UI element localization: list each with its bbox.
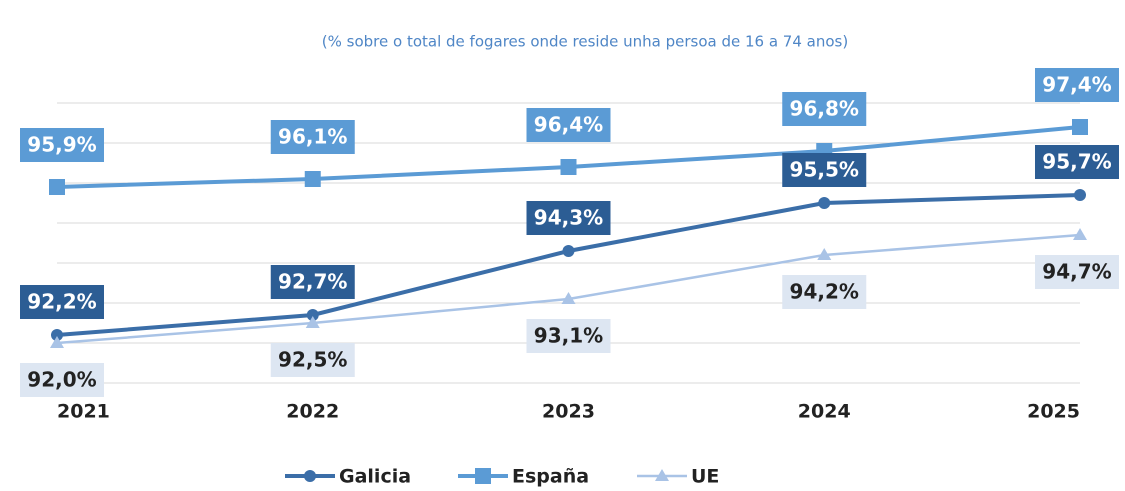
value-label-box <box>526 108 611 142</box>
point <box>304 171 321 187</box>
point <box>50 336 64 348</box>
legend-label: España <box>512 466 589 488</box>
value-label-box <box>270 120 355 154</box>
value-label: 92,7% <box>278 270 347 294</box>
value-label: 95,5% <box>790 158 859 182</box>
value-label-box <box>782 92 867 126</box>
value-label: 93,1% <box>534 324 603 348</box>
value-label: 95,7% <box>1042 150 1111 174</box>
legend-label: Galicia <box>339 466 411 488</box>
value-label-box <box>526 201 611 235</box>
value-label: 92,2% <box>27 290 96 314</box>
point <box>562 245 575 257</box>
value-label-box <box>1035 145 1119 179</box>
point <box>1072 119 1088 135</box>
point <box>51 329 63 341</box>
point <box>560 159 577 175</box>
point <box>306 309 319 321</box>
value-label-box <box>782 275 867 309</box>
value-label-box <box>270 343 355 377</box>
value-label: 96,4% <box>534 113 603 137</box>
value-label: 92,0% <box>27 368 96 392</box>
value-label-box <box>782 153 867 187</box>
point <box>305 316 320 328</box>
point <box>304 470 316 482</box>
x-tick-label: 2025 <box>1027 401 1080 423</box>
point <box>655 469 669 481</box>
value-label-box <box>526 319 611 353</box>
value-label-box <box>20 285 104 319</box>
value-label: 97,4% <box>1042 73 1111 97</box>
value-label: 92,5% <box>278 348 347 372</box>
value-label: 94,2% <box>790 280 859 304</box>
value-label-box <box>20 363 104 397</box>
x-tick-label: 2023 <box>542 401 595 423</box>
value-label-box <box>20 128 104 162</box>
value-label: 96,8% <box>790 97 859 121</box>
value-label: 94,7% <box>1042 260 1111 284</box>
value-label-box <box>1035 68 1119 102</box>
x-tick-label: 2024 <box>798 401 851 423</box>
value-label: 94,3% <box>534 206 603 230</box>
point <box>817 248 832 260</box>
point <box>561 292 576 304</box>
value-label: 96,1% <box>278 125 347 149</box>
legend-label: UE <box>691 466 719 488</box>
point <box>1073 228 1087 240</box>
value-label-box <box>1035 255 1119 289</box>
point <box>49 179 65 195</box>
value-label-box <box>270 265 355 299</box>
x-tick-label: 2021 <box>57 401 110 423</box>
point <box>475 468 491 484</box>
chart-subtitle: (% sobre o total de fogares onde reside … <box>322 33 848 51</box>
x-tick-label: 2022 <box>286 401 339 423</box>
value-label: 95,9% <box>27 133 96 157</box>
point <box>1074 189 1086 201</box>
point <box>818 197 831 209</box>
